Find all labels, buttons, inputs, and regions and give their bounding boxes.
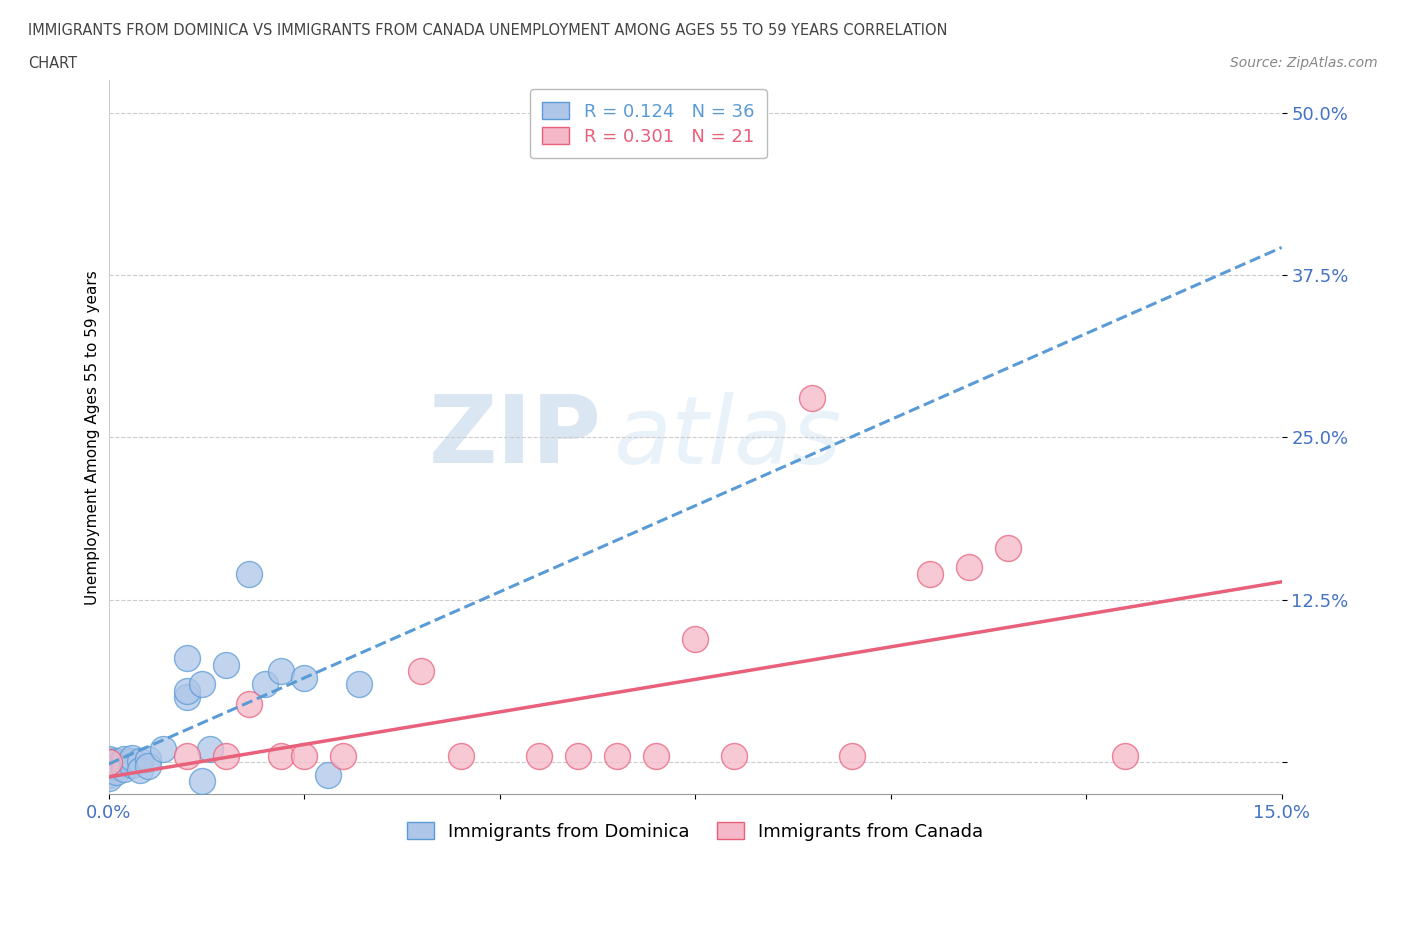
Point (683, 631, 706, 646)
Point (567, 748, 589, 763)
Point (97, 759, 120, 774)
Point (918, 566, 941, 581)
Point (136, 752, 159, 767)
Point (176, 684, 198, 698)
Point (105, 754, 128, 769)
Point (215, 748, 238, 763)
Point (841, 748, 863, 763)
Point (200, 741, 222, 756)
Point (316, 767, 339, 782)
Point (238, 697, 260, 711)
Text: IMMIGRANTS FROM DOMINICA VS IMMIGRANTS FROM CANADA UNEMPLOYMENT AMONG AGES 55 TO: IMMIGRANTS FROM DOMINICA VS IMMIGRANTS F… (28, 23, 948, 38)
Point (97, 765, 120, 780)
Point (191, 677, 214, 692)
Point (136, 759, 159, 774)
Point (606, 748, 628, 763)
Point (270, 664, 292, 679)
Point (176, 748, 198, 763)
Point (112, 754, 135, 769)
Text: ZIP: ZIP (429, 392, 602, 484)
Point (97, 754, 120, 769)
Point (238, 566, 260, 581)
Point (723, 748, 745, 763)
Point (97, 770, 120, 785)
Point (129, 763, 152, 777)
Point (411, 664, 433, 679)
Point (1114, 748, 1136, 763)
Point (112, 752, 135, 767)
Point (254, 677, 277, 692)
Legend: Immigrants from Dominica, Immigrants from Canada: Immigrants from Dominica, Immigrants fro… (398, 813, 993, 850)
Text: Source: ZipAtlas.com: Source: ZipAtlas.com (1230, 56, 1378, 70)
Point (121, 757, 143, 772)
Point (176, 690, 198, 705)
Point (332, 748, 354, 763)
Point (347, 677, 370, 692)
Point (957, 560, 980, 575)
Y-axis label: Unemployment Among Ages 55 to 59 years: Unemployment Among Ages 55 to 59 years (86, 270, 100, 604)
Point (105, 753, 128, 768)
Point (997, 540, 1019, 555)
Point (215, 658, 238, 672)
Point (97, 754, 120, 769)
Point (176, 651, 198, 666)
Point (97, 761, 120, 776)
Point (292, 748, 315, 763)
Point (191, 774, 214, 789)
Point (97, 752, 120, 767)
Point (292, 671, 315, 685)
Point (121, 753, 143, 768)
Point (129, 753, 152, 768)
Point (105, 760, 128, 775)
Point (97, 767, 120, 782)
Point (527, 748, 550, 763)
Point (97, 753, 120, 768)
Point (801, 391, 824, 405)
Point (121, 751, 143, 765)
Point (450, 748, 472, 763)
Point (105, 765, 128, 780)
Point (112, 761, 135, 776)
Point (152, 741, 174, 756)
Point (645, 748, 668, 763)
Text: atlas: atlas (613, 392, 841, 483)
Text: CHART: CHART (28, 56, 77, 71)
Point (270, 748, 292, 763)
